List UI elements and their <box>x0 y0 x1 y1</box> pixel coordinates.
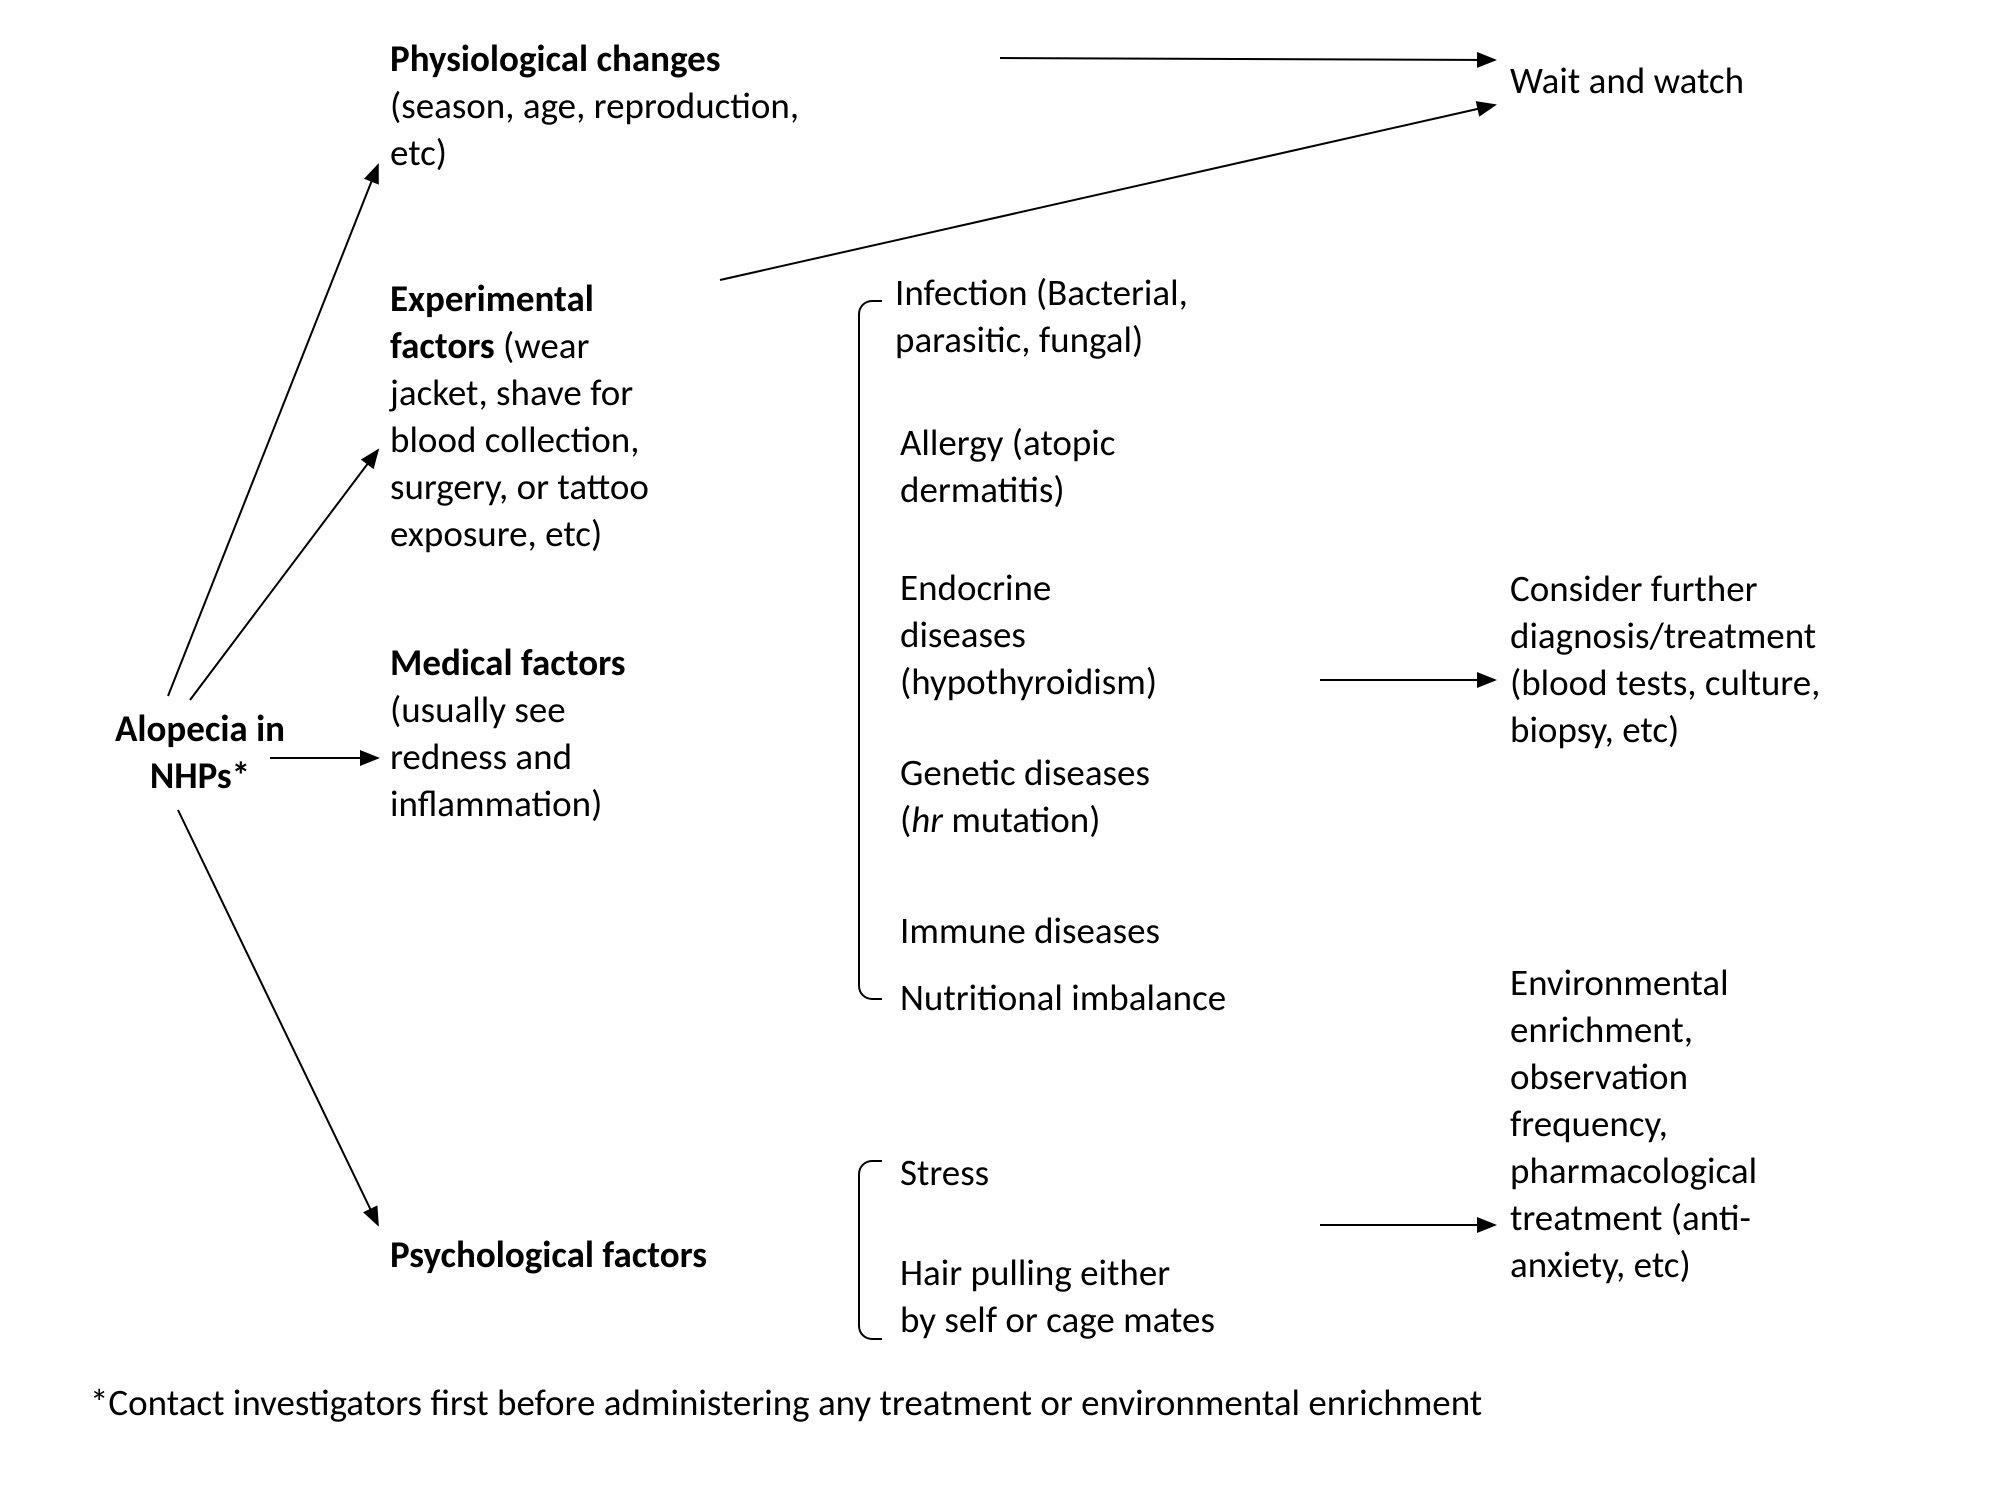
footnote-text: *Contact investigators first before admi… <box>90 1380 1482 1425</box>
experimental-detail-4: surgery, or tattoo <box>390 464 649 509</box>
allergy-l1: Allergy (atopic <box>900 420 1115 465</box>
medical-sub-infection: Infection (Bacterial, parasitic, fungal) <box>895 270 1275 364</box>
psych-sub-stress: Stress <box>900 1150 1300 1197</box>
allergy-l2: dermatitis) <box>900 467 1065 512</box>
consider-l3: (blood tests, culture, <box>1510 660 1820 705</box>
hair-l2: by self or cage mates <box>900 1297 1215 1342</box>
outcome-env: Environmental enrichment, observation fr… <box>1510 960 1910 1289</box>
genetic-l2b: hr <box>911 797 943 842</box>
physiological-detail-2: etc) <box>390 130 447 175</box>
consider-l2: diagnosis/treatment <box>1510 613 1816 658</box>
outcome-wait: Wait and watch <box>1510 58 1910 105</box>
wait: Wait and watch <box>1510 58 1744 103</box>
experimental-detail-5: exposure, etc) <box>390 511 602 556</box>
experimental-title-1: Experimental <box>390 276 594 321</box>
psychological-node: Psychological factors <box>390 1232 830 1279</box>
nutritional: Nutritional imbalance <box>900 975 1226 1020</box>
medical-detail-1: (usually see <box>390 687 566 732</box>
diagram-canvas: Alopecia in NHPs* Physiological changes … <box>0 0 2000 1500</box>
root-line1: Alopecia in <box>60 706 340 753</box>
experimental-title-2: factors <box>390 323 495 368</box>
medical-bracket <box>858 300 882 1000</box>
infection-l1: Infection (Bacterial, <box>895 270 1188 315</box>
env-l4: frequency, <box>1510 1101 1668 1146</box>
stress: Stress <box>900 1150 989 1195</box>
experimental-detail-2: jacket, shave for <box>390 370 633 415</box>
experimental-detail-1: (wear <box>495 323 590 368</box>
footnote: *Contact investigators first before admi… <box>90 1380 1890 1425</box>
root-node: Alopecia in NHPs* <box>60 706 340 800</box>
consider-l4: biopsy, etc) <box>1510 707 1679 752</box>
arrow-root-physiological <box>168 165 378 696</box>
medical-sub-nutritional: Nutritional imbalance <box>900 975 1300 1022</box>
root-line2: NHPs* <box>60 753 340 800</box>
psychological-bracket <box>858 1160 882 1340</box>
medical-sub-immune: Immune diseases <box>900 908 1280 955</box>
physiological-detail-1: (season, age, reproduction, <box>390 83 799 128</box>
consider-l1: Consider further <box>1510 566 1758 611</box>
medical-sub-allergy: Allergy (atopic dermatitis) <box>900 420 1280 514</box>
physiological-title: Physiological changes <box>390 36 721 81</box>
medical-sub-endocrine: Endocrine diseases (hypothyroidism) <box>900 565 1280 706</box>
psych-sub-hair: Hair pulling either by self or cage mate… <box>900 1250 1300 1344</box>
endocrine-l1: Endocrine <box>900 565 1051 610</box>
env-l5: pharmacological <box>1510 1148 1757 1193</box>
env-l6: treatment (anti- <box>1510 1195 1751 1240</box>
experimental-node: Experimental factors (wear jacket, shave… <box>390 276 720 558</box>
genetic-l2a: ( <box>900 797 911 842</box>
medical-sub-genetic: Genetic diseases (hr mutation) <box>900 750 1280 844</box>
env-l2: enrichment, <box>1510 1007 1693 1052</box>
experimental-detail-3: blood collection, <box>390 417 639 462</box>
physiological-node: Physiological changes (season, age, repr… <box>390 36 860 177</box>
medical-title: Medical factors <box>390 640 626 685</box>
medical-detail-3: inflammation) <box>390 781 602 826</box>
endocrine-l2: diseases <box>900 612 1026 657</box>
infection-l2: parasitic, fungal) <box>895 317 1143 362</box>
env-l3: observation <box>1510 1054 1688 1099</box>
immune: Immune diseases <box>900 908 1160 953</box>
env-l1: Environmental <box>1510 960 1729 1005</box>
medical-detail-2: redness and <box>390 734 572 779</box>
arrow-phys-wait <box>1000 58 1495 60</box>
medical-node: Medical factors (usually see redness and… <box>390 640 720 828</box>
env-l7: anxiety, etc) <box>1510 1242 1691 1287</box>
arrow-root-experimental <box>190 450 378 700</box>
endocrine-l3: (hypothyroidism) <box>900 659 1157 704</box>
outcome-consider: Consider further diagnosis/treatment (bl… <box>1510 566 1910 754</box>
genetic-l1: Genetic diseases <box>900 750 1150 795</box>
arrow-root-psychological <box>178 810 378 1225</box>
genetic-l2c: mutation) <box>943 797 1100 842</box>
psychological-title: Psychological factors <box>390 1232 707 1277</box>
hair-l1: Hair pulling either <box>900 1250 1170 1295</box>
